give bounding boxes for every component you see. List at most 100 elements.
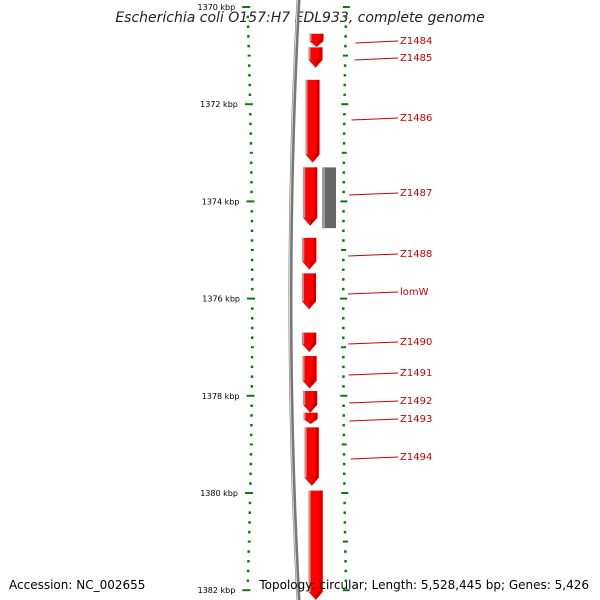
gene-label[interactable]: Z1491: [400, 368, 432, 379]
gene-label[interactable]: Z1488: [400, 249, 432, 260]
minor-tick-inner: [250, 229, 254, 233]
minor-tick-inner: [247, 64, 251, 67]
minor-tick-outer: [342, 336, 345, 339]
minor-tick-inner: [249, 142, 253, 145]
gene-arrow-highlight: [302, 273, 305, 302]
tick-label: 1374 kbp: [202, 197, 240, 206]
gene-label-leader: [354, 57, 399, 61]
minor-tick-outer: [343, 530, 347, 534]
minor-tick-outer: [342, 258, 345, 262]
gene-arrow[interactable]: [303, 167, 318, 226]
gene-label-leader: [349, 418, 399, 422]
gene-arrow-shade: [310, 390, 318, 413]
minor-tick-inner: [250, 336, 254, 339]
accession-text: Accession: NC_002655: [9, 578, 146, 592]
gene-label[interactable]: Z1493: [400, 414, 432, 425]
gene-arrow[interactable]: [305, 79, 320, 163]
minor-tick-inner: [250, 239, 254, 242]
minor-tick-outer: [342, 423, 346, 427]
minor-tick-inner: [249, 472, 252, 476]
gene-label[interactable]: Z1486: [400, 113, 432, 124]
minor-tick-inner: [247, 44, 250, 48]
gene-label[interactable]: Z1490: [400, 337, 432, 348]
gene-arrow[interactable]: [308, 490, 323, 600]
gene-label[interactable]: Z1487: [400, 188, 432, 199]
gene-label[interactable]: Z1492: [400, 396, 432, 407]
gene-label-leader: [350, 456, 399, 460]
minor-tick-outer: [342, 453, 346, 456]
minor-tick-inner: [249, 122, 252, 126]
minor-tick-inner: [250, 404, 253, 408]
gene-arrow-shade: [315, 47, 323, 68]
minor-tick-inner: [249, 433, 253, 437]
gene-arrow-shade: [310, 412, 318, 424]
minor-tick-outer: [342, 317, 345, 320]
minor-tick-inner: [250, 278, 254, 281]
minor-tick-outer: [342, 375, 345, 378]
gene-label-leader: [351, 117, 399, 121]
minor-tick-inner: [249, 482, 252, 485]
gene-label-leader: [348, 341, 399, 345]
minor-tick-inner: [250, 326, 254, 330]
minor-tick-outer: [342, 210, 345, 213]
minor-tick-outer: [343, 521, 347, 524]
minor-tick-outer: [344, 25, 347, 28]
gene-arrow-highlight: [304, 427, 307, 478]
minor-tick-outer: [342, 142, 346, 145]
minor-tick-inner: [246, 15, 250, 19]
minor-tick-outer: [342, 229, 345, 233]
gene-arrow-highlight: [303, 167, 306, 218]
gene-arrow-highlight: [303, 390, 306, 405]
minor-tick-outer: [342, 219, 345, 223]
minor-tick-inner: [250, 317, 254, 320]
minor-tick-outer: [342, 365, 345, 369]
gene-label[interactable]: lomW: [400, 287, 429, 298]
gene-arrow-highlight: [302, 355, 305, 381]
minor-tick-outer: [344, 560, 347, 563]
minor-tick-outer: [342, 307, 345, 310]
gene-label[interactable]: Z1485: [400, 53, 432, 64]
minor-tick-outer: [344, 569, 347, 573]
minor-tick-inner: [249, 462, 253, 466]
minor-tick-inner: [246, 25, 250, 28]
minor-tick-outer: [342, 326, 345, 330]
minor-tick-outer: [342, 180, 345, 184]
gene-arrow[interactable]: [304, 427, 319, 486]
map-title: Escherichia coli O157:H7 EDL933, complet…: [115, 10, 485, 26]
minor-tick-outer: [344, 579, 348, 582]
minor-tick-outer: [342, 355, 345, 359]
gene-arrow-highlight: [308, 490, 311, 592]
minor-tick-outer: [342, 278, 345, 281]
minor-tick-outer: [343, 482, 346, 485]
minor-tick-inner: [247, 550, 250, 553]
minor-tick-inner: [250, 414, 253, 417]
minor-tick-inner: [250, 219, 254, 223]
minor-tick-inner: [249, 161, 253, 165]
minor-tick-inner: [250, 375, 254, 378]
gene-arrow-shade: [309, 273, 317, 310]
gene-arrow-shade: [312, 79, 320, 163]
gene-label[interactable]: Z1494: [400, 452, 432, 463]
gene-label[interactable]: Z1484: [400, 36, 432, 47]
other-feature-block: [322, 167, 336, 229]
minor-tick-inner: [250, 287, 254, 291]
minor-tick-outer: [343, 501, 346, 505]
backbone-arc: [288, 0, 301, 600]
tick-label: 1380 kbp: [200, 489, 238, 498]
minor-tick-outer: [343, 83, 347, 87]
minor-tick-inner: [250, 307, 254, 310]
backbone-highlight: [289, 0, 299, 600]
tick-label: 1372 kbp: [200, 100, 238, 109]
minor-tick-inner: [248, 511, 251, 514]
gene-arrow-highlight: [302, 332, 305, 345]
minor-tick-inner: [248, 521, 251, 524]
gene-label-leader: [349, 400, 399, 404]
gene-arrow-shade: [309, 237, 317, 270]
minor-tick-outer: [342, 404, 345, 408]
gene-label-leader: [349, 192, 399, 196]
gene-arrow-highlight: [308, 47, 311, 60]
minor-tick-inner: [246, 569, 250, 573]
kbp-axis: 1370 kbp 1372 kbp 1374 kbp 1376 kbp 1378 kbp…: [198, 3, 350, 595]
minor-tick-outer: [342, 161, 346, 165]
